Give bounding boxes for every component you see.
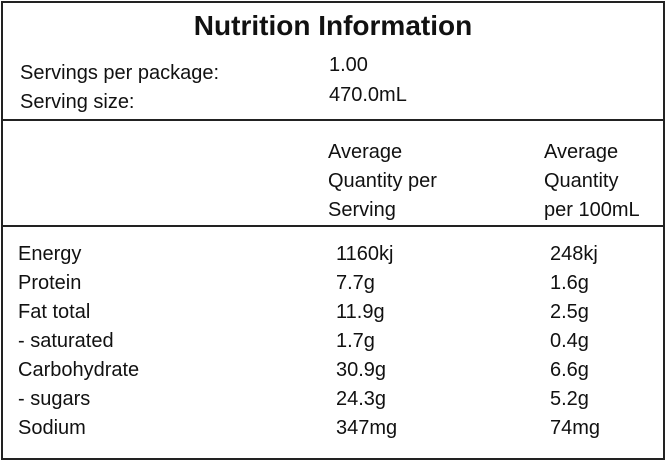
- nutrient-name: Fat total: [18, 301, 91, 323]
- header-divider: [3, 119, 663, 121]
- nutrient-name: - sugars: [18, 388, 91, 410]
- serving-size-label: Serving size:: [20, 91, 135, 113]
- per-100ml-value: 6.6g: [550, 359, 589, 381]
- per-100ml-value: 248kj: [550, 243, 598, 265]
- nutrient-name: Energy: [18, 243, 82, 265]
- column-header-line: Quantity per: [328, 170, 437, 192]
- servings-per-package-value: 1.00: [329, 54, 368, 76]
- per-serving-value: 1160kj: [336, 243, 394, 265]
- column-header-line: per 100mL: [544, 199, 640, 221]
- table-row: Carbohydrate 30.9g 6.6g: [3, 356, 663, 385]
- column-header-line: Average: [328, 141, 403, 163]
- per-serving-value: 30.9g: [336, 359, 387, 381]
- nutrient-name: - saturated: [18, 330, 114, 352]
- nutrient-table: Energy 1160kj 248kj Protein 7.7g 1.6g Fa…: [3, 240, 663, 443]
- per-100ml-value: 5.2g: [550, 388, 589, 410]
- column-header-line: Average: [544, 141, 619, 163]
- per-serving-value: 347mg: [336, 417, 398, 439]
- serving-size-value: 470.0mL: [329, 84, 407, 106]
- per-serving-value: 7.7g: [336, 272, 375, 294]
- per-100ml-value: 74mg: [550, 417, 601, 439]
- table-row: Protein 7.7g 1.6g: [3, 269, 663, 298]
- per-100ml-value: 1.6g: [550, 272, 589, 294]
- column-header-per-serving: Average Quantity per Serving: [328, 138, 437, 225]
- panel-title: Nutrition Information: [193, 10, 473, 41]
- column-header-line: Quantity: [544, 170, 619, 192]
- table-row: - sugars 24.3g 5.2g: [3, 385, 663, 414]
- nutrient-name: Sodium: [18, 417, 86, 439]
- table-divider: [3, 225, 663, 227]
- table-row: Energy 1160kj 248kj: [3, 240, 663, 269]
- table-row: Fat total 11.9g 2.5g: [3, 298, 663, 327]
- per-100ml-value: 0.4g: [550, 330, 589, 352]
- per-serving-value: 24.3g: [336, 388, 387, 410]
- nutrition-panel: Nutrition Information Servings per packa…: [1, 1, 665, 460]
- per-100ml-value: 2.5g: [550, 301, 589, 323]
- per-serving-value: 1.7g: [336, 330, 375, 352]
- table-row: - saturated 1.7g 0.4g: [3, 327, 663, 356]
- column-header-per-100ml: Average Quantity per 100mL: [544, 138, 640, 225]
- nutrient-name: Carbohydrate: [18, 359, 140, 381]
- table-row: Sodium 347mg 74mg: [3, 414, 663, 443]
- column-header-line: Serving: [328, 199, 396, 221]
- nutrient-name: Protein: [18, 272, 82, 294]
- servings-per-package-label: Servings per package:: [20, 62, 220, 84]
- per-serving-value: 11.9g: [336, 301, 385, 323]
